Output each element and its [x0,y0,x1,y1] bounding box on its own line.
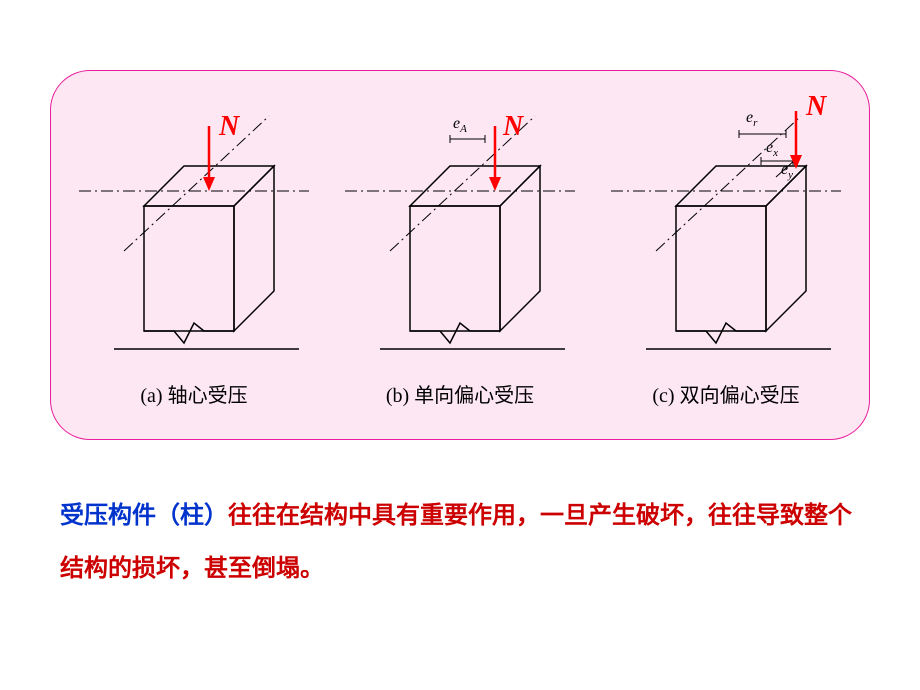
force-label-c: N [806,91,826,123]
diagram-panel: N (a) 轴心受压 [50,70,870,440]
diagram-row: N (a) 轴心受压 [51,71,869,408]
ecc-label-er: er [746,109,757,129]
caption-a: (a) 轴心受压 [140,379,247,408]
diagram-a: N (a) 轴心受压 [69,91,319,408]
column-svg-c [601,91,851,371]
caption-b: (b) 单向偏心受压 [386,379,534,408]
ecc-label-ey: ey [781,161,793,181]
ecc-label-ex: ex [766,139,778,159]
svg-wrap-a: N [69,91,319,371]
description-paragraph: 受压构件（柱）往往在结构中具有重要作用，一旦产生破坏，往往导致整个结构的损坏，甚… [60,490,860,596]
force-label-b: N [503,111,523,143]
force-label-a: N [219,111,239,143]
diagram-c: er ex ey N (c) 双向偏心受压 [601,91,851,408]
caption-c: (c) 双向偏心受压 [652,379,799,408]
paragraph-blue: 受压构件（柱） [60,503,228,529]
ecc-label-ea: eA [453,115,467,135]
column-svg-a [69,91,319,371]
svg-wrap-c: er ex ey N [601,91,851,371]
svg-wrap-b: eA N [335,91,585,371]
diagram-b: eA N (b) 单向偏心受压 [335,91,585,408]
